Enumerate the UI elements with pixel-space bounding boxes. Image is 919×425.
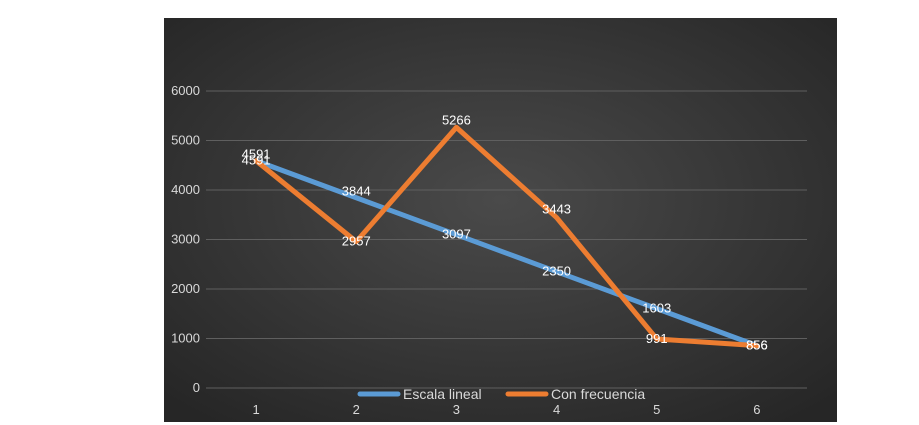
x-tick-label: 2 — [353, 402, 360, 417]
data-label: 4591 — [242, 147, 271, 162]
x-tick-label: 1 — [252, 402, 259, 417]
data-label: 3844 — [342, 184, 371, 199]
y-tick-label: 1000 — [171, 331, 200, 346]
data-label: 2350 — [542, 264, 571, 279]
data-label: 856 — [746, 338, 768, 353]
y-tick-label: 5000 — [171, 133, 200, 148]
series-line-escala-lineal — [253, 158, 760, 349]
x-axis-ticks: 1 2 3 4 5 6 — [252, 402, 760, 417]
legend: Escala lineal Con frecuencia — [357, 386, 645, 402]
x-tick-label: 4 — [553, 402, 560, 417]
data-label: 991 — [646, 331, 668, 346]
gridlines — [206, 90, 807, 389]
x-tick-label: 5 — [653, 402, 660, 417]
data-label: 3097 — [442, 227, 471, 242]
data-label: 4591 — [242, 153, 271, 168]
x-tick-label: 6 — [753, 402, 760, 417]
legend-label: Con frecuencia — [551, 386, 645, 402]
y-tick-label: 2000 — [171, 281, 200, 296]
y-tick-label: 0 — [193, 380, 200, 395]
data-label: 1603 — [642, 301, 671, 316]
y-tick-label: 6000 — [171, 83, 200, 98]
y-axis-ticks: 0 1000 2000 3000 4000 5000 6000 — [171, 83, 200, 395]
data-label: 2957 — [342, 234, 371, 249]
y-tick-label: 3000 — [171, 232, 200, 247]
legend-label: Escala lineal — [403, 386, 482, 402]
y-tick-label: 4000 — [171, 182, 200, 197]
data-label: 856 — [746, 338, 768, 353]
line-chart: 0 1000 2000 3000 4000 5000 6000 1 2 3 4 5 6 4591 384… — [164, 18, 837, 422]
data-label: 5266 — [442, 112, 471, 127]
series-lines — [253, 124, 760, 349]
x-tick-label: 3 — [453, 402, 460, 417]
series-line-con-frecuencia — [253, 124, 760, 349]
data-label: 3443 — [542, 202, 571, 217]
chart-background — [164, 18, 837, 422]
data-labels: 4591 3844 3097 2350 1603 856 4591 2957 5266 3443 9… — [242, 112, 768, 352]
chart-area: 0 1000 2000 3000 4000 5000 6000 1 2 3 4 5 6 4591 384… — [164, 18, 837, 422]
